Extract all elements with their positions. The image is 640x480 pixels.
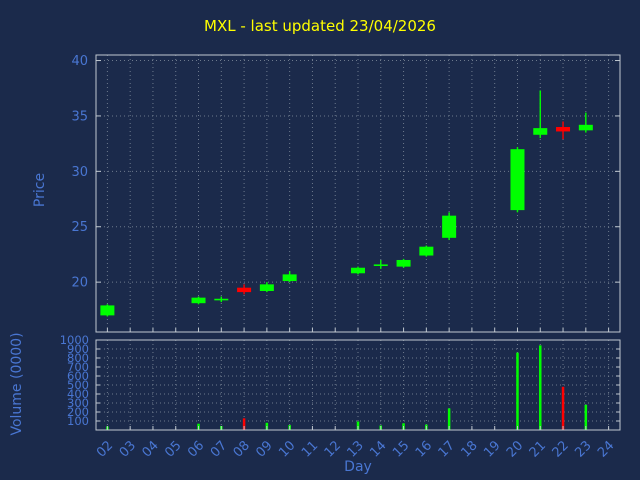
day-tick-label: 06 <box>185 438 207 460</box>
day-tick-label: 21 <box>527 438 549 460</box>
volume-tick-label: 1000 <box>60 333 89 347</box>
candle-body <box>419 246 434 256</box>
gridlines <box>96 55 620 430</box>
candle-body <box>396 259 411 267</box>
volume-tick-label: 700 <box>67 360 89 374</box>
volume-tick-label: 200 <box>67 405 89 419</box>
day-tick-label: 12 <box>322 438 344 460</box>
chart-title: MXL - last updated 23/04/2026 <box>204 17 436 35</box>
candle-day-17 <box>442 212 457 241</box>
volume-tick-label: 300 <box>67 396 89 410</box>
candle-body <box>533 128 548 135</box>
price-tick-label: 35 <box>71 109 88 124</box>
candle-body <box>351 267 365 274</box>
candle-day-9 <box>259 282 274 293</box>
candles <box>100 90 593 317</box>
tick-marks <box>96 60 620 430</box>
candle-day-7 <box>214 296 229 303</box>
volume-tick-label: 500 <box>67 378 89 392</box>
candle-body <box>442 215 457 238</box>
candle-body <box>373 264 388 267</box>
day-tick-label: 18 <box>458 438 480 460</box>
day-tick-label: 04 <box>139 438 161 460</box>
price-tick-label: 25 <box>71 220 88 235</box>
volume-tick-label: 800 <box>67 351 89 365</box>
candle-day-23 <box>578 112 593 133</box>
candle-day-22 <box>556 121 571 140</box>
day-axis-label: Day <box>344 459 372 475</box>
day-tick-label: 22 <box>550 438 572 460</box>
candle-body <box>578 124 593 131</box>
day-tick-label: 19 <box>481 438 503 460</box>
candle-body <box>100 305 115 316</box>
price-tick-label: 30 <box>71 165 88 180</box>
day-tick-label: 09 <box>253 438 275 460</box>
day-tick-label: 16 <box>413 438 435 460</box>
day-tick-label: 23 <box>572 438 594 460</box>
volume-tick-label: 400 <box>67 387 89 401</box>
candle-day-6 <box>191 296 206 305</box>
price-plot-frame <box>95 54 621 333</box>
candle-day-15 <box>396 258 411 268</box>
candle-day-20 <box>510 146 525 213</box>
volume-tick-label: 900 <box>67 342 89 356</box>
day-tick-label: 03 <box>117 438 139 460</box>
tick-labels: 2025303540100200300400500600700800900100… <box>60 54 618 460</box>
day-tick-label: 11 <box>299 438 321 460</box>
candle-day-13 <box>351 266 365 275</box>
candle-day-8 <box>237 284 252 295</box>
volume-tick-label: 100 <box>67 414 89 428</box>
day-tick-label: 20 <box>504 438 526 460</box>
day-tick-label: 24 <box>595 438 617 460</box>
day-tick-label: 02 <box>94 438 116 460</box>
day-tick-label: 13 <box>345 438 367 460</box>
day-tick-label: 14 <box>367 438 389 460</box>
candle-day-10 <box>282 271 297 283</box>
candle-body <box>191 297 206 304</box>
candle-day-14 <box>373 259 388 269</box>
candle-body <box>237 287 252 293</box>
volume-bars <box>106 345 588 430</box>
candle-body <box>282 274 297 282</box>
candle-body <box>556 127 571 132</box>
candle-day-2 <box>100 304 115 317</box>
day-tick-label: 07 <box>208 438 230 460</box>
day-tick-label: 15 <box>390 438 412 460</box>
candle-body <box>259 284 274 292</box>
day-tick-label: 08 <box>231 438 253 460</box>
day-tick-label: 10 <box>276 438 298 460</box>
candle-body <box>214 298 229 301</box>
candle-body <box>510 149 525 211</box>
price-tick-label: 40 <box>71 54 88 69</box>
candle-day-16 <box>419 245 434 257</box>
volume-tick-label: 600 <box>67 369 89 383</box>
day-tick-label: 05 <box>162 438 184 460</box>
price-tick-label: 20 <box>71 276 88 291</box>
candle-day-21 <box>533 90 548 139</box>
day-tick-label: 17 <box>436 438 458 460</box>
